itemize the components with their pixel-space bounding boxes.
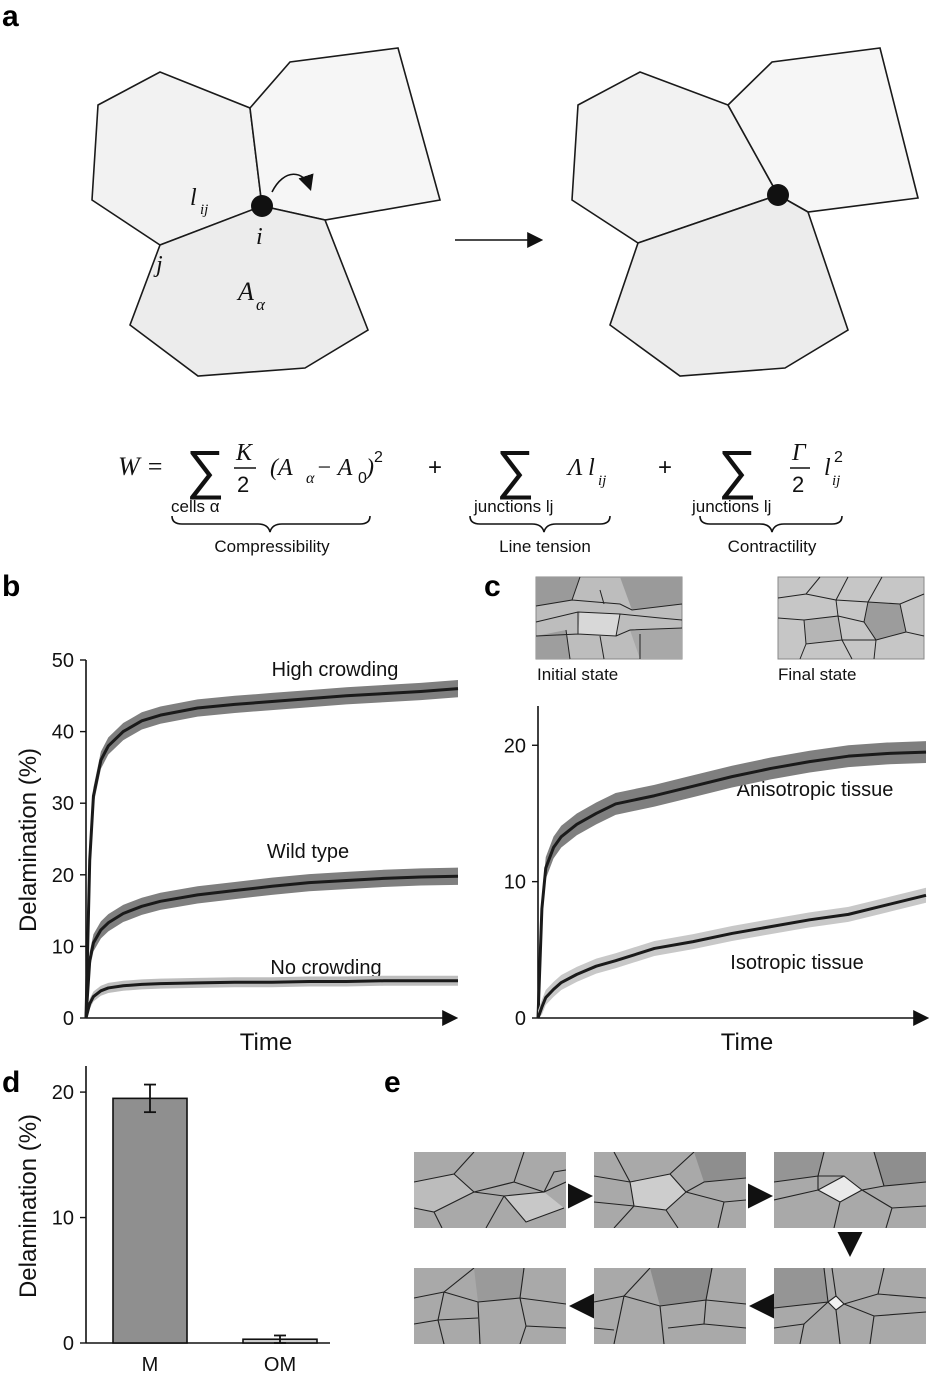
chart-b-ytick-label-3: 30	[52, 793, 74, 815]
frame-e2	[594, 1152, 746, 1228]
chart-b-xlabel: Time	[240, 1029, 292, 1056]
chart-b-ytick-label-2: 20	[52, 865, 74, 887]
eq-sum-1: ∑	[186, 440, 225, 500]
eq-two-1: 2	[237, 472, 249, 497]
frame-e1	[414, 1152, 566, 1228]
eq-sq: 2	[374, 449, 383, 466]
eq-sum-2: ∑	[496, 440, 535, 500]
chart-b-ytick-label-0: 0	[63, 1008, 74, 1030]
chart-c-label-anisotropic: Anisotropic tissue	[737, 779, 894, 801]
chart-b-series-line-1	[84, 874, 459, 1019]
chart-b-label-no-crowding: No crowding	[270, 957, 381, 979]
eq-zero: 0	[358, 470, 367, 487]
chart-b-ytick-label-4: 40	[52, 722, 74, 744]
energy-equation: W = ∑ K 2 (A α − A 0 ) 2 cells α + ∑ Λ l…	[118, 440, 843, 556]
eq-l: l	[824, 455, 831, 481]
chart-c-label-isotropic: Isotropic tissue	[730, 952, 863, 974]
vertex-dot	[251, 195, 273, 217]
cell-diagram-after	[571, 47, 919, 377]
chart-b-ytick-label-1: 10	[52, 936, 74, 958]
chart-d-ytick-label-0: 0	[63, 1333, 74, 1355]
frame-e4	[774, 1268, 926, 1344]
frame-e6	[414, 1268, 566, 1344]
eq-minus: − A	[316, 455, 353, 481]
chart-d-ytick-label-1: 10	[52, 1208, 74, 1230]
chart-d-ytick-label-2: 20	[52, 1082, 74, 1104]
thumb-final-label: Final state	[778, 665, 856, 684]
eq-K: K	[235, 440, 254, 466]
brace-compressibility	[171, 515, 371, 533]
eq-sum-3: ∑	[718, 440, 757, 500]
chart-c-series-line-0	[536, 750, 927, 1019]
chart-b: Delamination (%) Time High crowding Wild…	[15, 650, 459, 1056]
brace-label-line-tension: Line tension	[499, 537, 591, 556]
chart-b-ytick-label-5: 50	[52, 650, 74, 672]
panel-label-a: a	[2, 0, 19, 33]
chart-c-ytick-label-1: 10	[504, 872, 526, 894]
chart-b-series-line-2	[84, 979, 458, 1019]
eq-close: )	[364, 455, 374, 481]
eq-ij-1: ij	[598, 473, 606, 489]
brace-label-contractility: Contractility	[728, 537, 817, 556]
chart-b-band-2	[86, 975, 458, 1018]
frame-e5	[594, 1268, 746, 1344]
chart-d-ylabel: Delamination (%)	[15, 1114, 42, 1298]
eq-junctions-2: junctions lj	[691, 497, 771, 516]
chart-d-category-label-m: M	[142, 1354, 159, 1376]
eq-junctions-1: junctions lj	[473, 497, 553, 516]
chart-b-label-high-crowding: High crowding	[272, 659, 399, 681]
cell-diagram-before: l ij i j A α	[91, 47, 442, 377]
eq-two-2: 2	[792, 472, 804, 497]
chart-b-band-1	[86, 867, 458, 1018]
chart-c-band-1	[538, 887, 926, 1018]
label-A-subscript: α	[256, 295, 266, 314]
chart-c: Time Anisotropic tissue Isotropic tissue…	[504, 706, 930, 1056]
label-l-subscript: ij	[200, 202, 208, 218]
eq-plus-1: +	[428, 454, 442, 481]
brace-label-compressibility: Compressibility	[214, 537, 330, 556]
label-A: A	[236, 277, 254, 306]
chart-d-category-label-om: OM	[264, 1354, 296, 1376]
eq-ij-2: ij	[832, 473, 840, 489]
chart-c-band-0	[538, 741, 926, 1018]
eq-plus-2: +	[658, 454, 672, 481]
eq-W: W =	[118, 452, 164, 481]
eq-lambda: Λ l	[566, 455, 595, 481]
label-j: j	[153, 252, 163, 278]
panel-label-e: e	[384, 1066, 401, 1099]
vertex-dot-after	[767, 184, 789, 206]
curved-arrow-icon	[271, 173, 314, 193]
eq-gamma: Γ	[791, 440, 807, 466]
chart-c-xlabel: Time	[721, 1029, 773, 1056]
thumb-initial-label: Initial state	[537, 665, 618, 684]
chart-b-series-line-0	[84, 687, 459, 1019]
eq-cells-alpha: cells α	[171, 497, 220, 516]
brace-line-tension	[469, 515, 611, 533]
eq-sq-2: 2	[834, 449, 843, 466]
chart-c-ytick-label-2: 20	[504, 735, 526, 757]
label-l: l	[190, 185, 197, 211]
brace-contractility	[699, 515, 843, 533]
panel-label-d: d	[2, 1066, 20, 1099]
chart-b-ylabel: Delamination (%)	[15, 748, 42, 932]
chart-c-ytick-label-0: 0	[515, 1008, 526, 1030]
thumb-initial-state	[535, 576, 683, 660]
chart-d: Delamination (%) 0 10 20 M OM	[15, 1066, 330, 1376]
chart-d-bar-m	[112, 1097, 188, 1344]
frame-e3	[774, 1152, 926, 1228]
eq-paren: (A	[270, 455, 293, 481]
eq-alpha: α	[306, 470, 315, 487]
panel-label-c: c	[484, 570, 501, 603]
panel-label-b: b	[2, 570, 20, 603]
label-i: i	[256, 224, 263, 250]
chart-c-series-line-1	[536, 893, 927, 1019]
chart-b-label-wild-type: Wild type	[267, 841, 349, 863]
thumb-final-state	[777, 576, 925, 660]
